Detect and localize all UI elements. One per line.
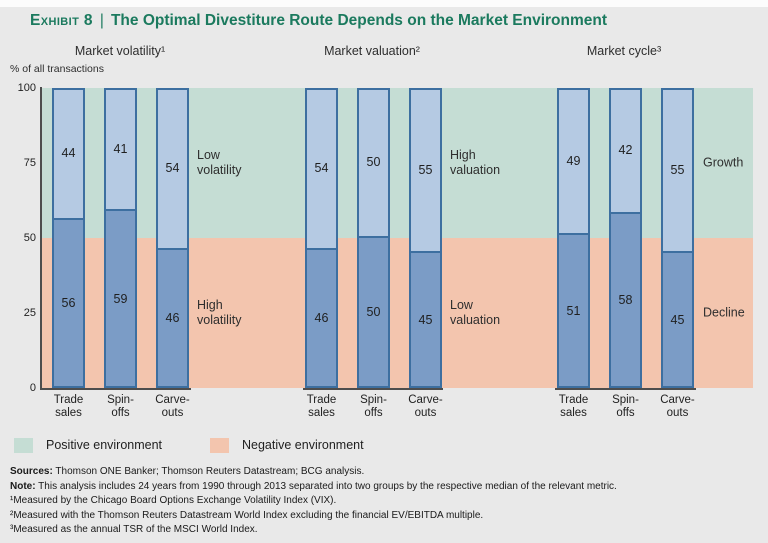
note-line: Note: This analysis includes 24 years fr… <box>10 480 760 495</box>
negative-environment-legend-label: Negative environment <box>242 438 364 452</box>
title-text: The Optimal Divestiture Route Depends on… <box>110 12 608 29</box>
category-label: Trade sales <box>306 394 337 419</box>
sources-label: Sources: <box>10 466 53 477</box>
note-text: This analysis includes 24 years from 199… <box>38 480 617 492</box>
bar-value-negative: 46 <box>314 311 329 325</box>
bar-segment-negative <box>357 238 390 388</box>
note-label: Note: <box>10 480 36 492</box>
group-title: Market cycle³ <box>586 44 662 58</box>
footnote-3: ³Measured as the annual TSR of the MSCI … <box>10 524 258 536</box>
category-label: Spin- offs <box>612 394 639 419</box>
positive-environment-background <box>42 88 753 238</box>
footer-notes: Sources: Thomson ONE Banker; Thomson Reu… <box>10 465 760 538</box>
category-label: Carve- outs <box>660 394 695 419</box>
bar-value-negative: 58 <box>618 293 633 307</box>
y-axis-tick-label: 75 <box>23 157 36 169</box>
bar-segment-negative <box>409 253 442 388</box>
group-title: Market valuation² <box>324 44 420 58</box>
positive-environment-label: Growth <box>703 155 744 170</box>
bar-value-positive: 55 <box>670 162 685 177</box>
category-label: Trade sales <box>53 394 84 419</box>
bar-segment-positive <box>52 88 85 220</box>
sources-text: Thomson ONE Banker; Thomson Reuters Data… <box>55 466 365 477</box>
category-label: Spin- offs <box>107 394 134 419</box>
bar-value-positive: 54 <box>314 161 329 175</box>
bar-value-negative: 45 <box>418 312 433 327</box>
bar-segment-negative <box>52 220 85 388</box>
bar-value-positive: 55 <box>418 162 433 177</box>
negative-environment-label: Decline <box>703 305 745 320</box>
bar-segment-positive <box>661 88 694 253</box>
bar-value-positive: 41 <box>113 141 128 156</box>
exhibit-number: Exhibit 8 <box>30 12 93 29</box>
bar-value-positive: 44 <box>61 146 76 160</box>
bar-value-positive: 50 <box>366 155 381 169</box>
y-axis-tick-label: 25 <box>23 307 36 319</box>
top-strip <box>0 0 768 7</box>
bar-segment-positive <box>305 88 338 250</box>
y-axis-line <box>40 87 42 390</box>
x-axis-line <box>40 388 191 390</box>
bar-segment-positive <box>609 88 642 214</box>
bar-segment-negative <box>156 250 189 388</box>
bar-value-negative: 50 <box>366 305 381 319</box>
exhibit-title: Exhibit 8 | The Optimal Divestiture Route … <box>30 12 607 30</box>
bar-segment-positive <box>357 88 390 238</box>
y-axis-unit-label: % of all transactions <box>10 63 104 75</box>
group-title: Market volatility¹ <box>74 44 166 58</box>
positive-environment-label: Low volatility <box>197 148 242 177</box>
bar-value-negative: 46 <box>165 311 180 325</box>
category-label: Carve- outs <box>408 394 443 419</box>
x-axis-line <box>555 388 696 390</box>
bar-value-negative: 56 <box>61 296 76 310</box>
bar-segment-negative <box>305 250 338 388</box>
positive-environment-label: High valuation <box>450 148 501 177</box>
bar-segment-negative <box>661 253 694 388</box>
positive-environment-legend-label: Positive environment <box>46 438 163 452</box>
bar-segment-negative <box>609 214 642 388</box>
bar-value-negative: 59 <box>113 291 128 306</box>
sources-line: Sources: Thomson ONE Banker; Thomson Reu… <box>10 465 760 480</box>
bar-segment-negative <box>557 235 590 388</box>
title-separator: | <box>99 12 104 29</box>
bar-value-positive: 49 <box>566 153 581 168</box>
y-axis-tick-label: 50 <box>23 232 36 244</box>
footnote-1: ¹Measured by the Chicago Board Options E… <box>10 495 337 507</box>
bar-segment-negative <box>104 211 137 388</box>
category-label: Carve- outs <box>155 394 190 419</box>
bar-value-negative: 51 <box>566 303 581 318</box>
negative-environment-label: Low valuation <box>450 298 501 327</box>
y-axis-tick-label: 0 <box>29 382 36 394</box>
bar-segment-positive <box>557 88 590 235</box>
negative-environment-background <box>42 238 753 388</box>
bar-value-negative: 45 <box>670 312 685 327</box>
category-label: Spin- offs <box>360 394 387 419</box>
negative-environment-label: High volatility <box>197 298 242 327</box>
footnote-2: ²Measured with the Thomson Reuters Datas… <box>10 509 484 521</box>
negative-environment-swatch <box>210 438 229 453</box>
bar-segment-positive <box>104 88 137 211</box>
x-axis-line <box>303 388 443 390</box>
positive-environment-swatch <box>14 438 33 453</box>
y-axis-tick-label: 100 <box>17 82 36 94</box>
category-label: Trade sales <box>558 394 589 419</box>
bar-segment-positive <box>156 88 189 250</box>
bar-value-positive: 54 <box>165 161 180 175</box>
bar-segment-positive <box>409 88 442 253</box>
bar-value-positive: 42 <box>618 143 633 157</box>
